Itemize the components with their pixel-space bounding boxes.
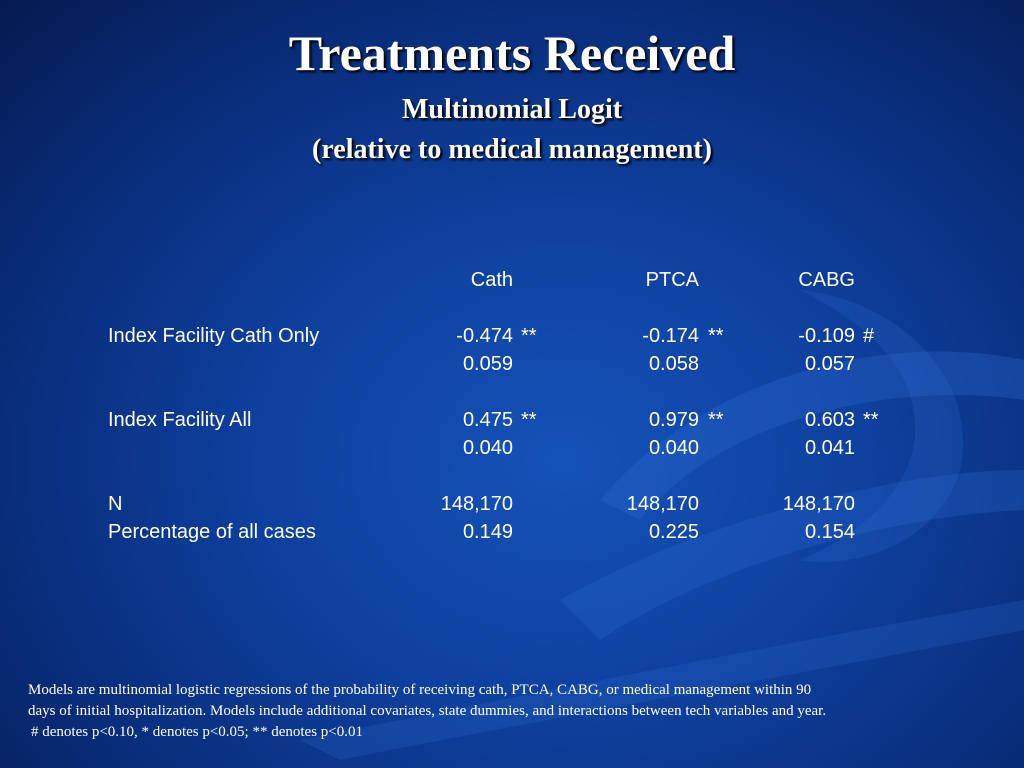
footnote-line-2: days of initial hospitalization. Models … bbox=[28, 703, 827, 719]
footnote-significance-legend: # denotes p<0.10, * denotes p<0.05; ** d… bbox=[31, 724, 364, 740]
n-cath: 148,170 bbox=[440, 493, 513, 515]
pct-ptca: 0.225 bbox=[648, 521, 699, 543]
n-cabg: 148,170 bbox=[782, 493, 855, 515]
sig-cath-only-ptca: ** bbox=[708, 325, 724, 347]
se-cath-only-cath: 0.059 bbox=[462, 353, 513, 375]
row-label-index-facility-cath-only: Index Facility Cath Only bbox=[108, 325, 320, 347]
se-facility-all-cath: 0.040 bbox=[462, 437, 513, 459]
coef-facility-all-cabg: 0.603 bbox=[804, 409, 855, 431]
column-header-cath: Cath bbox=[470, 269, 513, 291]
se-cath-only-cabg: 0.057 bbox=[804, 353, 855, 375]
row-label-index-facility-all: Index Facility All bbox=[108, 409, 252, 431]
row-label-percentage: Percentage of all cases bbox=[108, 521, 316, 543]
coef-facility-all-ptca: 0.979 bbox=[648, 409, 699, 431]
se-facility-all-ptca: 0.040 bbox=[648, 437, 699, 459]
pct-cath: 0.149 bbox=[462, 521, 513, 543]
sig-cath-only-cath: ** bbox=[521, 325, 537, 347]
sig-facility-all-ptca: ** bbox=[708, 409, 724, 431]
slide-subtitle-model: Multinomial Logit bbox=[401, 94, 623, 125]
slide-title: Treatments Received bbox=[288, 25, 736, 81]
sig-facility-all-cabg: ** bbox=[863, 409, 879, 431]
sig-facility-all-cath: ** bbox=[521, 409, 537, 431]
footnote-line-1: Models are multinomial logistic regressi… bbox=[28, 682, 812, 698]
footnotes: Models are multinomial logistic regressi… bbox=[28, 680, 928, 743]
n-ptca: 148,170 bbox=[626, 493, 699, 515]
se-facility-all-cabg: 0.041 bbox=[804, 437, 855, 459]
coef-facility-all-cath: 0.475 bbox=[462, 409, 513, 431]
se-cath-only-ptca: 0.058 bbox=[648, 353, 699, 375]
coef-cath-only-cath: -0.474 bbox=[456, 325, 513, 347]
slide-subtitle-reference: (relative to medical management) bbox=[312, 134, 712, 165]
row-label-n: N bbox=[108, 493, 123, 515]
coef-cath-only-cabg: -0.109 bbox=[798, 325, 855, 347]
column-header-ptca: PTCA bbox=[645, 269, 699, 291]
coef-cath-only-ptca: -0.174 bbox=[642, 325, 699, 347]
column-header-cabg: CABG bbox=[798, 269, 855, 291]
sig-cath-only-cabg: # bbox=[863, 325, 875, 347]
pct-cabg: 0.154 bbox=[804, 521, 855, 543]
